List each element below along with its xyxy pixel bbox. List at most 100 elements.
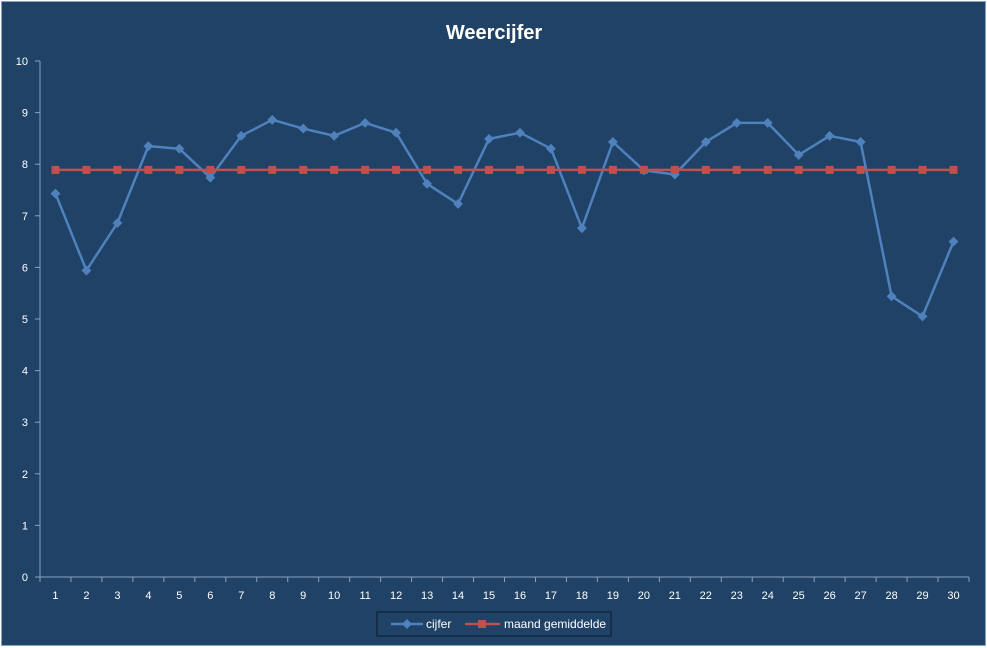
data-point-gemiddelde	[423, 165, 432, 174]
x-tick-label: 21	[669, 590, 681, 602]
data-point-gemiddelde	[515, 165, 524, 174]
y-tick-label: 6	[22, 262, 28, 274]
data-point-gemiddelde	[237, 165, 246, 174]
data-point-gemiddelde	[268, 165, 277, 174]
x-tick-label: 10	[328, 590, 340, 602]
legend-marker-gemiddelde	[478, 620, 486, 628]
x-tick-label: 6	[207, 590, 213, 602]
data-point-gemiddelde	[701, 165, 710, 174]
data-point-gemiddelde	[794, 165, 803, 174]
data-point-gemiddelde	[299, 165, 308, 174]
data-point-gemiddelde	[206, 165, 215, 174]
x-tick-label: 29	[916, 590, 928, 602]
legend: cijfer maand gemiddelde	[376, 611, 612, 637]
data-point-cijfer	[112, 218, 123, 228]
x-tick-label: 17	[545, 590, 557, 602]
y-tick-label: 5	[22, 314, 28, 326]
legend-label-cijfer: cijfer	[426, 617, 451, 631]
data-point-cijfer	[422, 178, 433, 189]
x-tick-label: 22	[700, 590, 712, 602]
x-tick-label: 20	[638, 590, 650, 602]
data-point-cijfer	[205, 172, 216, 183]
x-tick-label: 5	[176, 590, 182, 602]
x-tick-label: 1	[52, 590, 58, 602]
data-point-gemiddelde	[51, 165, 60, 174]
data-point-gemiddelde	[546, 165, 555, 174]
data-point-cijfer	[174, 143, 185, 154]
data-point-cijfer	[607, 137, 618, 147]
series-line-0	[54, 118, 955, 318]
data-point-cijfer	[855, 137, 866, 147]
y-tick-label: 10	[16, 56, 28, 68]
data-point-gemiddelde	[454, 165, 463, 174]
x-tick-label: 12	[390, 590, 402, 602]
legend-label-gemiddelde: maand gemiddelde	[504, 617, 606, 631]
x-tick-label: 14	[452, 590, 464, 602]
data-point-gemiddelde	[856, 165, 865, 174]
data-point-cijfer	[391, 127, 402, 138]
data-point-cijfer	[886, 291, 897, 302]
x-tick-label: 11	[359, 590, 370, 602]
data-point-gemiddelde	[639, 165, 648, 174]
y-tick-label: 2	[22, 469, 28, 481]
x-tick-label: 18	[576, 590, 588, 602]
data-point-cijfer	[917, 311, 928, 322]
data-point-cijfer	[360, 117, 371, 128]
x-tick-label: 27	[854, 590, 866, 602]
data-point-cijfer	[484, 133, 494, 144]
data-point-gemiddelde	[82, 165, 91, 174]
x-tick-label: 7	[238, 590, 244, 602]
y-tick-label: 7	[22, 211, 28, 223]
x-tick-label: 24	[762, 590, 774, 602]
x-tick-label: 15	[483, 590, 495, 602]
x-tick-label: 26	[824, 590, 836, 602]
data-point-cijfer	[143, 141, 154, 152]
data-point-cijfer	[298, 123, 309, 134]
data-point-cijfer	[329, 130, 340, 141]
data-point-gemiddelde	[144, 165, 153, 174]
x-tick-label: 23	[731, 590, 743, 602]
data-point-gemiddelde	[485, 165, 494, 174]
data-point-cijfer	[700, 137, 711, 147]
data-point-cijfer	[546, 143, 556, 154]
x-tick-label: 13	[421, 590, 433, 602]
data-point-gemiddelde	[949, 165, 958, 174]
data-point-cijfer	[515, 127, 525, 138]
data-point-cijfer	[948, 236, 959, 247]
legend-marker-cijfer	[402, 619, 412, 629]
x-tick-label: 3	[114, 590, 120, 602]
x-tick-label: 30	[947, 590, 959, 602]
data-point-gemiddelde	[918, 165, 927, 174]
data-point-cijfer	[267, 114, 278, 125]
data-point-gemiddelde	[825, 165, 834, 174]
data-point-cijfer	[762, 117, 773, 128]
x-tick-label: 28	[885, 590, 897, 602]
data-point-gemiddelde	[330, 165, 339, 174]
data-point-gemiddelde	[113, 165, 122, 174]
legend-box	[376, 611, 612, 637]
data-point-gemiddelde	[175, 165, 184, 174]
x-tick-label: 2	[83, 590, 89, 602]
data-point-gemiddelde	[361, 165, 370, 174]
data-point-cijfer	[793, 149, 804, 160]
data-point-gemiddelde	[608, 165, 617, 174]
chart-title: Weercijfer	[446, 22, 543, 44]
y-tick-label: 8	[22, 159, 28, 171]
data-point-cijfer	[236, 130, 247, 141]
data-point-gemiddelde	[392, 165, 401, 174]
y-tick-label: 0	[22, 572, 28, 584]
x-tick-label: 19	[607, 590, 619, 602]
data-point-gemiddelde	[763, 165, 772, 174]
data-point-cijfer	[50, 188, 61, 199]
y-tick-label: 3	[22, 417, 28, 429]
data-point-cijfer	[731, 117, 742, 128]
data-point-cijfer	[576, 223, 587, 234]
x-tick-label: 16	[514, 590, 526, 602]
x-tick-label: 9	[300, 590, 306, 602]
data-point-gemiddelde	[732, 165, 741, 174]
x-tick-label: 25	[793, 590, 805, 602]
y-tick-label: 9	[22, 108, 28, 120]
x-tick-label: 8	[269, 590, 275, 602]
